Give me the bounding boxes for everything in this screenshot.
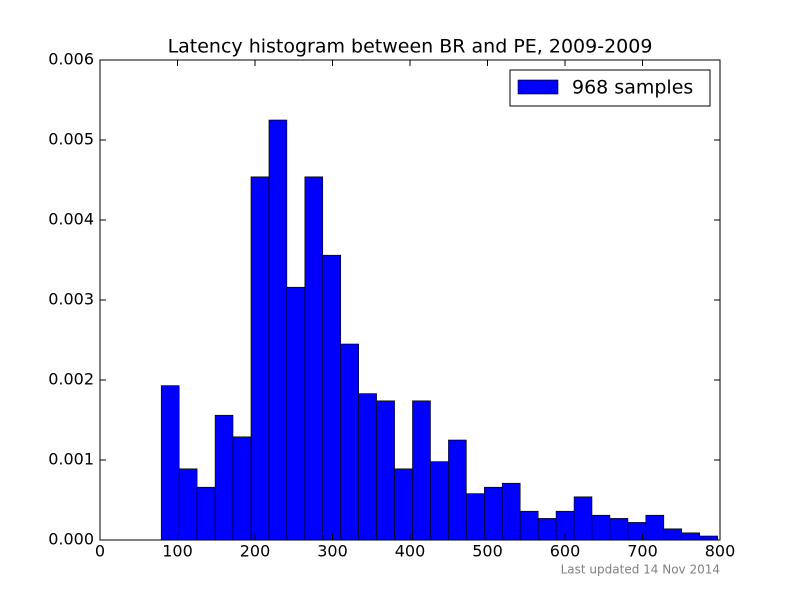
y-tick-label: 0.006 <box>48 50 94 69</box>
bar <box>448 439 467 541</box>
x-tick-label: 700 <box>627 542 658 561</box>
bar <box>232 436 252 541</box>
bar <box>196 486 216 541</box>
bar <box>304 176 324 541</box>
bar <box>376 400 395 541</box>
y-tick-label: 0.003 <box>48 290 94 309</box>
bar <box>394 468 413 541</box>
y-tick-label: 0.001 <box>48 450 94 469</box>
x-tick-label: 300 <box>317 542 348 561</box>
bar <box>573 496 593 541</box>
bar <box>178 468 198 541</box>
bar <box>214 414 234 541</box>
bar <box>340 343 359 541</box>
bar <box>430 461 449 541</box>
bar <box>591 514 611 541</box>
bar <box>627 522 647 541</box>
bar <box>519 510 539 541</box>
footer: Last updated 14 Nov 2014 <box>561 563 720 577</box>
bar <box>501 482 521 541</box>
x-tick-label: 100 <box>162 542 193 561</box>
legend-swatch <box>517 79 559 95</box>
bar <box>286 286 306 541</box>
bar <box>484 486 503 541</box>
y-tick-label: 0.002 <box>48 370 94 389</box>
chart-title: Latency histogram between BR and PE, 200… <box>168 36 653 58</box>
bar <box>609 518 629 541</box>
y-tick-label: 0.005 <box>48 130 94 149</box>
plot-frame <box>99 59 721 541</box>
bar <box>537 518 557 541</box>
x-tick-label: 500 <box>472 542 503 561</box>
bar <box>160 385 180 541</box>
bar <box>466 493 485 541</box>
y-tick-label: 0.000 <box>48 530 94 549</box>
bar <box>681 532 700 541</box>
bar <box>699 535 718 541</box>
legend-label: 968 samples <box>572 77 693 99</box>
bar <box>268 119 288 541</box>
bar <box>322 254 342 541</box>
x-tick-label: 0 <box>95 542 105 561</box>
x-tick-label: 600 <box>550 542 581 561</box>
bar <box>358 393 377 541</box>
x-tick-label: 400 <box>395 542 426 561</box>
bar <box>412 400 431 541</box>
bar <box>250 176 270 541</box>
x-tick-label: 800 <box>705 542 736 561</box>
bar <box>663 528 683 541</box>
bar <box>645 514 665 541</box>
y-tick-label: 0.004 <box>48 210 94 229</box>
x-tick-label: 200 <box>240 542 271 561</box>
